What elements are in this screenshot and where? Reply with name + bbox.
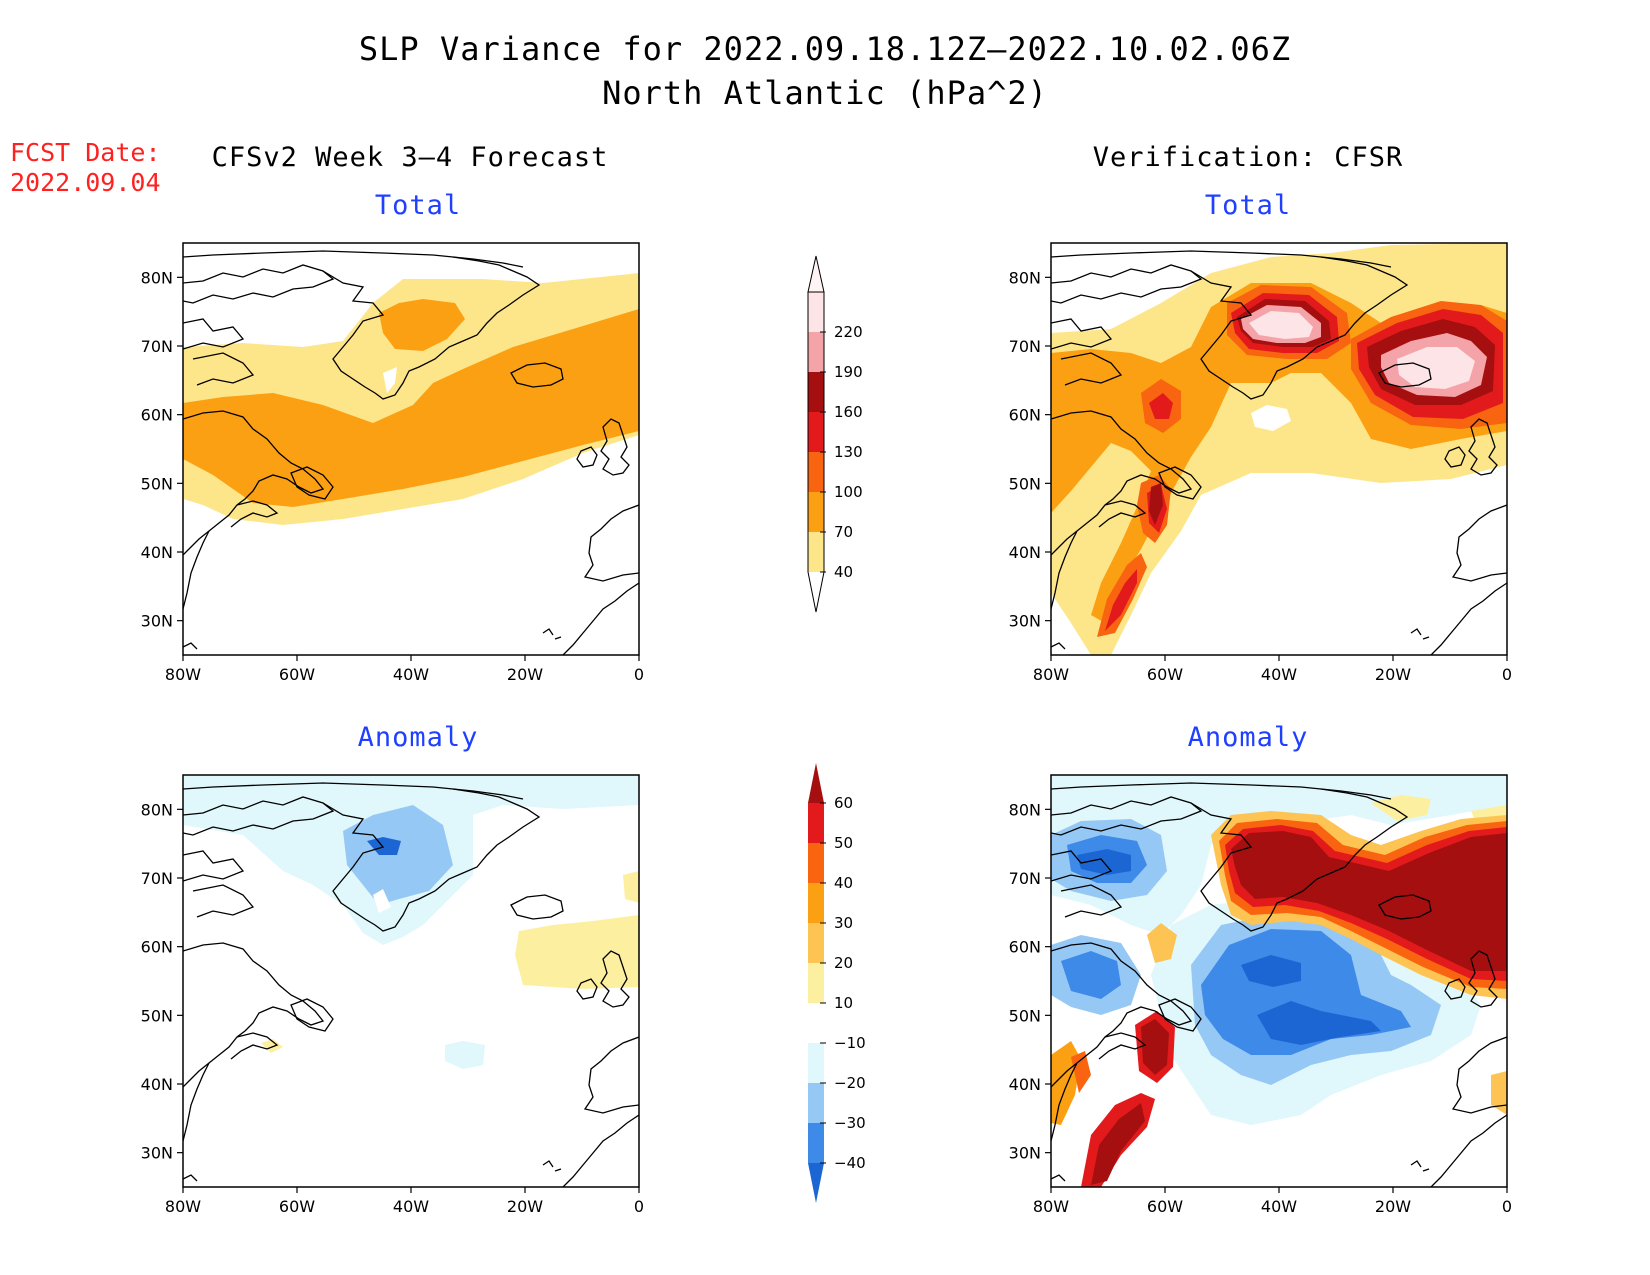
- lat-tick-label: 70N: [1009, 337, 1041, 356]
- colorbar-label: 70: [834, 523, 853, 541]
- lat-tick-label: 50N: [141, 474, 173, 493]
- lat-tick-label: 80N: [141, 268, 173, 287]
- colorbar-label: 20: [834, 954, 853, 972]
- colorbar-swatch: [808, 803, 824, 843]
- lon-tick-label: 20W: [507, 665, 543, 684]
- colorbar-swatch: [808, 883, 824, 923]
- lat-tick-label: 50N: [1009, 1006, 1041, 1025]
- lat-tick-label: 50N: [1009, 474, 1041, 493]
- lon-tick-label: 20W: [1375, 665, 1411, 684]
- fcst-date-value: 2022.09.04: [10, 168, 161, 197]
- lat-tick-label: 30N: [1009, 612, 1041, 631]
- lon-tick-label: 0: [1502, 665, 1512, 684]
- lat-tick-label: 80N: [1009, 800, 1041, 819]
- colorbar-swatch: [808, 843, 824, 883]
- panel-subtitle-fcst-anomaly: Anomaly: [357, 722, 479, 753]
- lat-tick-label: 70N: [141, 869, 173, 888]
- panel-subtitle-verif-anomaly: Anomaly: [1187, 722, 1309, 753]
- colorbar-label: 30: [834, 914, 853, 932]
- map-panel-forecast-total: [182, 242, 640, 656]
- colorbar-top-arrow: [808, 763, 824, 803]
- lon-tick-label: 40W: [1261, 665, 1297, 684]
- colorbar-label: 40: [834, 563, 853, 581]
- colorbar-swatch: [808, 292, 824, 332]
- colorbar-label: 40: [834, 874, 853, 892]
- colorbar-label: 220: [834, 323, 863, 341]
- lat-tick-label: 60N: [141, 938, 173, 957]
- lat-tick-label: 30N: [1009, 1144, 1041, 1163]
- forecast-column-title: CFSv2 Week 3–4 Forecast: [211, 142, 609, 173]
- colorbar-swatch: [808, 963, 824, 1003]
- colorbar-label: −20: [834, 1074, 866, 1092]
- colorbar-label: 160: [834, 403, 863, 421]
- lon-tick-label: 0: [634, 1197, 644, 1216]
- lon-tick-label: 80W: [1033, 665, 1069, 684]
- colorbar-swatch: [808, 532, 824, 572]
- colorbar-swatch: [808, 1043, 824, 1083]
- lat-tick-label: 70N: [1009, 869, 1041, 888]
- colorbar-swatch: [808, 412, 824, 452]
- map-panel-forecast-anomaly: [182, 774, 640, 1188]
- main-subtitle: North Atlantic (hPa^2): [602, 74, 1048, 112]
- lon-tick-label: 20W: [1375, 1197, 1411, 1216]
- colorbar-label: 10: [834, 994, 853, 1012]
- lat-tick-label: 40N: [141, 543, 173, 562]
- colorbar-label: −10: [834, 1034, 866, 1052]
- colorbar-swatch: [808, 372, 824, 412]
- colorbar-label: −30: [834, 1114, 866, 1132]
- colorbar-swatch: [808, 332, 824, 372]
- lat-tick-label: 30N: [141, 612, 173, 631]
- verification-column-title: Verification: CFSR: [1092, 142, 1404, 173]
- lat-tick-label: 40N: [1009, 543, 1041, 562]
- lat-tick-label: 30N: [141, 1144, 173, 1163]
- lat-tick-label: 60N: [1009, 406, 1041, 425]
- colorbar-swatch: [808, 492, 824, 532]
- lat-tick-label: 80N: [1009, 268, 1041, 287]
- lon-tick-label: 80W: [165, 665, 201, 684]
- lon-tick-label: 0: [634, 665, 644, 684]
- lon-tick-label: 40W: [1261, 1197, 1297, 1216]
- lat-tick-label: 60N: [141, 406, 173, 425]
- colorbar-top-arrow: [807, 255, 825, 293]
- lon-tick-label: 60W: [1147, 665, 1183, 684]
- lon-tick-label: 20W: [507, 1197, 543, 1216]
- lon-tick-label: 60W: [279, 665, 315, 684]
- colorbar-bottom-arrow: [807, 571, 825, 613]
- lat-tick-label: 50N: [141, 1006, 173, 1025]
- colorbar-label: −40: [834, 1154, 866, 1172]
- lon-tick-label: 40W: [393, 1197, 429, 1216]
- lon-tick-label: 60W: [279, 1197, 315, 1216]
- colorbar-label: 60: [834, 794, 853, 812]
- colorbar-swatch: [808, 452, 824, 492]
- lat-tick-label: 40N: [1009, 1075, 1041, 1094]
- main-title: SLP Variance for 2022.09.18.12Z–2022.10.…: [358, 30, 1292, 68]
- colorbar-label: 190: [834, 363, 863, 381]
- panel-subtitle-fcst-total: Total: [374, 190, 462, 221]
- lat-tick-label: 70N: [141, 337, 173, 356]
- lat-tick-label: 80N: [141, 800, 173, 819]
- lon-tick-label: 40W: [393, 665, 429, 684]
- colorbar-swatch: [808, 1123, 824, 1163]
- colorbar-anomaly: −40 −30 −20 −10 10 20 30 40 50 60: [808, 763, 866, 1203]
- panel-subtitle-verif-total: Total: [1204, 190, 1292, 221]
- colorbar-swatch: [808, 1083, 824, 1123]
- lon-tick-label: 0: [1502, 1197, 1512, 1216]
- lon-tick-label: 60W: [1147, 1197, 1183, 1216]
- map-panel-verification-anomaly: [1050, 774, 1508, 1188]
- map-panel-verification-total: [1050, 242, 1508, 656]
- colorbar-label: 50: [834, 834, 853, 852]
- colorbar-swatch: [808, 1003, 824, 1043]
- colorbar-swatch: [808, 923, 824, 963]
- lat-tick-label: 60N: [1009, 938, 1041, 957]
- fcst-date-label: FCST Date:: [10, 138, 161, 167]
- lon-tick-label: 80W: [1033, 1197, 1069, 1216]
- colorbar-bottom-arrow: [808, 1163, 824, 1203]
- lat-tick-label: 40N: [141, 1075, 173, 1094]
- colorbar-total: 40 70 100 130 160 190 220: [807, 255, 863, 613]
- colorbar-label: 100: [834, 483, 863, 501]
- colorbar-label: 130: [834, 443, 863, 461]
- lon-tick-label: 80W: [165, 1197, 201, 1216]
